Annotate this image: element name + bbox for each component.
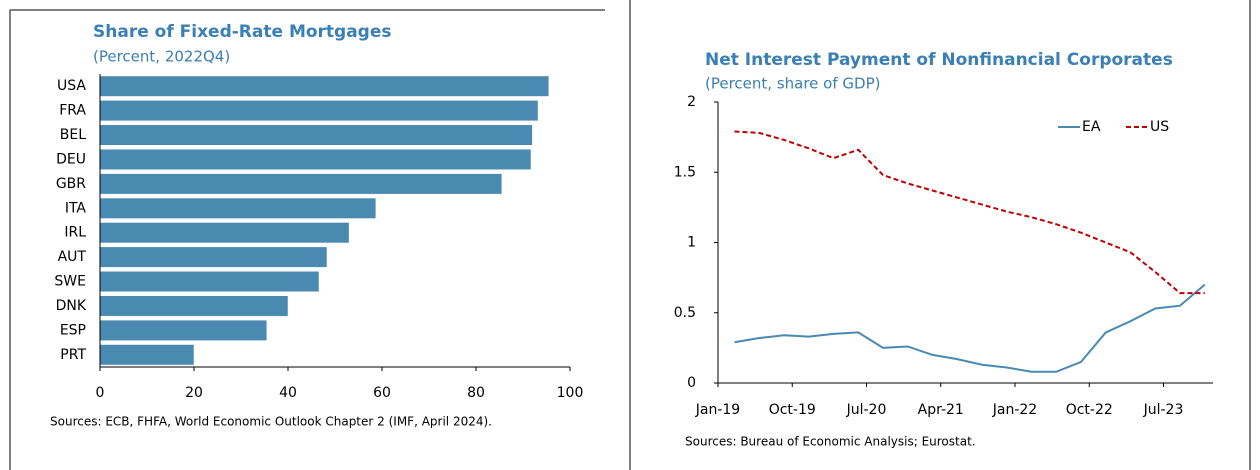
y-tick-label: DEU [56,151,86,167]
x-tick-label: Jul-23 [1143,402,1184,418]
x-tick-label: 100 [557,385,584,401]
bar [99,295,289,317]
x-tick-label: 60 [373,385,391,401]
bar [99,124,533,146]
bar [99,173,503,195]
x-tick-label: Jul-20 [846,402,887,418]
y-tick-label: 1.5 [674,164,696,180]
x-tick-label: 0 [96,385,105,401]
y-tick-label: BEL [60,127,86,143]
bar [99,222,350,244]
y-tick-label: ESP [60,322,86,338]
y-tick-label: FRA [59,103,86,119]
chart-subtitle: (Percent, share of GDP) [705,75,880,93]
y-tick-label: USA [57,78,86,94]
bar [99,246,328,268]
y-tick-label: 0.5 [674,305,696,321]
y-tick-label: AUT [58,249,87,265]
y-tick-label: ITA [65,200,87,216]
y-tick-label: SWE [54,274,86,290]
y-tick-label: DNK [56,298,87,314]
line-series [734,130,1205,295]
x-tick-label: Jan-19 [695,402,740,418]
chart-title: Net Interest Payment of Nonfinancial Cor… [705,50,1173,70]
x-tick-label: 20 [185,385,203,401]
x-tick-label: Oct-22 [1066,402,1113,418]
bar [99,75,550,97]
y-tick-label: 1 [687,235,696,251]
y-tick-label: PRT [60,347,86,363]
bar [99,100,539,122]
chart-title: Share of Fixed-Rate Mortgages [93,22,392,42]
line-series [734,283,1206,373]
sources: Sources: Bureau of Economic Analysis; Eu… [685,435,976,449]
bar [99,319,268,341]
bar [99,271,320,293]
bar [99,197,377,219]
y-tick-label: 2 [687,94,696,110]
chart-subtitle: (Percent, 2022Q4) [93,48,230,66]
x-tick-label: 80 [467,385,485,401]
y-tick-label: 0 [687,375,696,391]
x-tick-label: 40 [279,385,297,401]
x-tick-label: Apr-21 [918,402,964,418]
y-tick-label: IRL [64,225,86,241]
x-tick-label: Oct-19 [769,402,816,418]
bar [99,344,195,366]
bar [99,148,532,170]
legend-label: US [1150,119,1169,135]
legend-label: EA [1082,119,1101,135]
sources: Sources: ECB, FHFA, World Economic Outlo… [50,415,492,429]
x-tick-label: Jan-22 [992,402,1037,418]
y-tick-label: GBR [56,176,86,192]
